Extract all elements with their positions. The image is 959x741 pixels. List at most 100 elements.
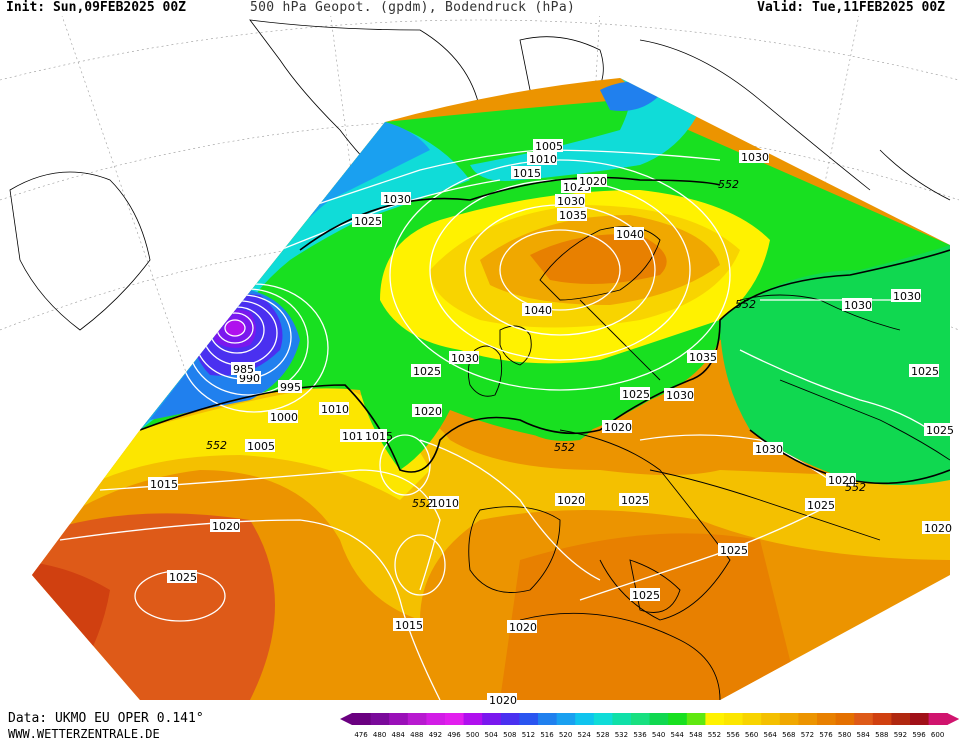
pressure-label: 1030: [381, 192, 411, 206]
svg-text:1025: 1025: [621, 494, 649, 507]
svg-text:1020: 1020: [489, 694, 517, 707]
pressure-label: 1020: [412, 404, 442, 418]
svg-text:1005: 1005: [535, 140, 563, 153]
svg-text:1000: 1000: [270, 411, 298, 424]
svg-text:1030: 1030: [741, 151, 769, 164]
scale-swatch: [575, 713, 595, 725]
scale-swatch: [463, 713, 483, 725]
pressure-label: 1035: [687, 350, 717, 364]
scale-tick-label: 596: [912, 731, 926, 739]
pressure-label: 1020: [487, 693, 517, 707]
pressure-label: 1025: [619, 493, 649, 507]
pressure-label: 1020: [826, 473, 856, 487]
scale-swatch: [482, 713, 502, 725]
svg-text:995: 995: [280, 381, 301, 394]
scale-swatch: [426, 713, 446, 725]
geopotential-label: 552: [554, 441, 575, 454]
svg-text:1030: 1030: [666, 389, 694, 402]
svg-text:1035: 1035: [689, 351, 717, 364]
scale-tick-label: 520: [558, 731, 573, 739]
pressure-label: 1040: [614, 227, 644, 241]
geopotential-552-contour: [139, 249, 950, 473]
svg-text:1040: 1040: [616, 228, 644, 241]
scale-swatch: [538, 713, 558, 725]
scale-swatch: [389, 713, 409, 725]
scale-tick-label: 484: [391, 731, 405, 739]
scale-swatch: [779, 713, 799, 725]
scale-swatch: [817, 713, 837, 725]
svg-text:1020: 1020: [579, 175, 607, 188]
scale-swatch: [407, 713, 427, 725]
scale-swatch: [631, 713, 651, 725]
scale-tick-label: 516: [540, 731, 554, 739]
pressure-label: 1020: [210, 519, 240, 533]
svg-text:1025: 1025: [632, 589, 660, 602]
pressure-label: 1030: [753, 442, 783, 456]
svg-text:1025: 1025: [720, 544, 748, 557]
scale-swatch: [872, 713, 892, 725]
svg-text:1015: 1015: [150, 478, 178, 491]
scale-swatch: [445, 713, 465, 725]
svg-text:1030: 1030: [383, 193, 411, 206]
scale-tick-label: 476: [354, 731, 368, 739]
geopotential-labels: 552 552 552 552 552 552: [206, 178, 866, 510]
svg-text:1020: 1020: [509, 621, 537, 634]
scale-tick-label: 584: [856, 731, 870, 739]
color-scale: [340, 713, 959, 725]
scale-tick-label: 568: [782, 731, 796, 739]
scale-swatch: [928, 713, 948, 725]
weather-map: 1005 1010 1015 1025 1020 1030 1035 1040 …: [0, 16, 959, 707]
scale-arrow-right: [947, 713, 959, 725]
pressure-label: 1030: [842, 298, 872, 312]
svg-text:1030: 1030: [451, 352, 479, 365]
scale-swatch: [705, 713, 725, 725]
geopotential-552-contour-north: [299, 176, 721, 251]
svg-text:1015: 1015: [395, 619, 423, 632]
pressure-label: 1015: [393, 618, 423, 632]
svg-text:1030: 1030: [557, 195, 585, 208]
scale-tick-label: 536: [633, 731, 647, 739]
pressure-label: 1010: [527, 152, 557, 166]
pressure-label: 1015: [148, 477, 178, 491]
svg-text:1030: 1030: [755, 443, 783, 456]
svg-text:1025: 1025: [926, 424, 954, 437]
data-source: Data: UKMO EU OPER 0.141°: [8, 711, 204, 726]
svg-text:1040: 1040: [524, 304, 552, 317]
svg-text:1025: 1025: [354, 215, 382, 228]
scale-tick-label: 580: [837, 731, 852, 739]
scale-tick-label: 576: [819, 731, 833, 739]
svg-text:1010: 1010: [529, 153, 557, 166]
pressure-label: 1020: [577, 174, 607, 188]
scale-tick-label: 572: [800, 731, 815, 739]
pressure-label: 1000: [268, 410, 298, 424]
svg-text:1020: 1020: [414, 405, 442, 418]
scale-swatch: [668, 713, 688, 725]
scale-swatch: [556, 713, 576, 725]
pressure-label: 1040: [522, 303, 552, 317]
scale-swatch: [891, 713, 911, 725]
coastlines: [467, 226, 950, 700]
scale-tick-label: 480: [372, 731, 387, 739]
svg-text:990: 990: [239, 372, 260, 385]
svg-text:1030: 1030: [844, 299, 872, 312]
pressure-label: 1020: [555, 493, 585, 507]
pressure-label: 985: [231, 362, 255, 376]
scale-tick-label: 500: [465, 731, 480, 739]
scale-tick-label: 492: [428, 731, 443, 739]
pressure-label: 1025: [352, 214, 382, 228]
scale-arrow-left: [340, 713, 352, 725]
pressure-label: 1005: [245, 439, 275, 453]
scale-swatch: [798, 713, 818, 725]
scale-tick-label: 560: [744, 731, 759, 739]
pressure-label: 1025: [620, 387, 650, 401]
pressure-labels: 1005 1010 1015 1025 1020 1030 1035 1040 …: [148, 139, 954, 707]
pressure-label: 995: [278, 380, 302, 394]
scale-swatch: [593, 713, 613, 725]
geopotential-label: 552: [845, 481, 866, 494]
scale-swatch: [686, 713, 706, 725]
scale-tick-label: 592: [893, 731, 908, 739]
pressure-label: 1025: [805, 498, 835, 512]
website-link[interactable]: WWW.WETTERZENTRALE.DE: [8, 727, 160, 741]
scale-tick-label: 504: [484, 731, 498, 739]
scale-swatch: [761, 713, 781, 725]
